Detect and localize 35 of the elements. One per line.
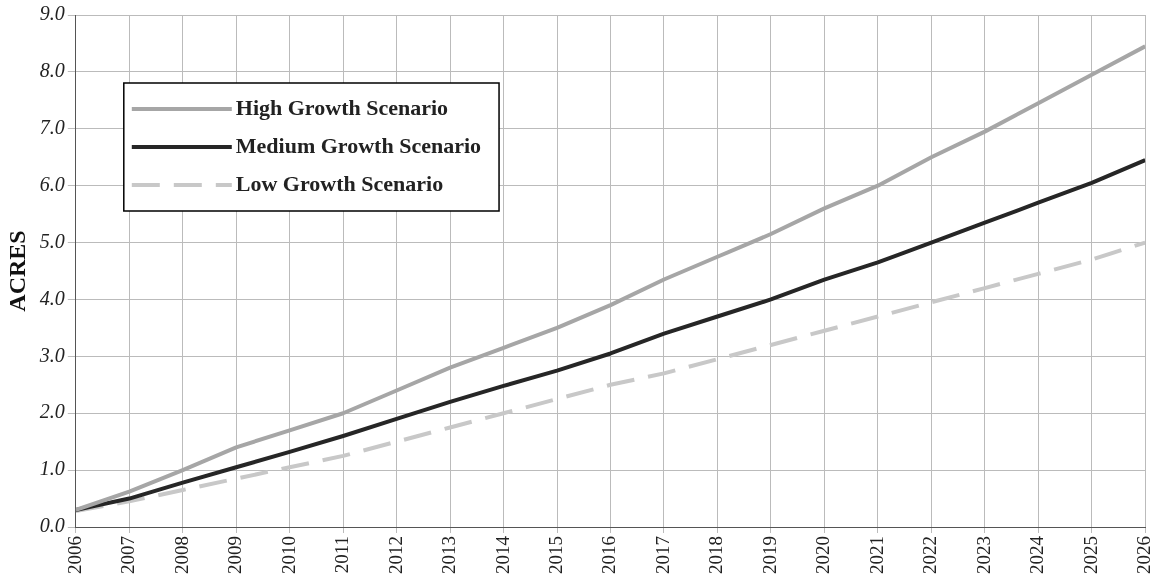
legend-label: Medium Growth Scenario xyxy=(235,132,482,158)
y-tick-label: 0.0 xyxy=(39,514,65,537)
y-tick-label: 5.0 xyxy=(39,229,65,252)
x-tick-label: 2015 xyxy=(545,536,567,574)
x-tick-label: 2022 xyxy=(919,536,941,574)
x-tick-label: 2024 xyxy=(1026,535,1048,574)
x-tick-label: 2017 xyxy=(651,536,673,574)
x-tick-label: 2021 xyxy=(865,536,887,574)
y-tick-label: 1.0 xyxy=(39,457,65,480)
x-tick-label: 2014 xyxy=(491,535,513,574)
y-tick-label: 2.0 xyxy=(39,400,65,423)
y-tick-label: 4.0 xyxy=(39,286,65,309)
x-tick-label: 2020 xyxy=(812,536,834,574)
x-tick-label: 2006 xyxy=(63,536,85,574)
legend-label: High Growth Scenario xyxy=(235,94,449,120)
x-tick-label: 2018 xyxy=(705,536,727,574)
x-tick-label: 2026 xyxy=(1133,536,1155,574)
y-tick-label: 6.0 xyxy=(39,172,65,195)
y-tick-label: 8.0 xyxy=(39,59,65,82)
x-tick-label: 2007 xyxy=(117,536,139,574)
x-tick-label: 2025 xyxy=(1079,536,1101,574)
legend-label: Low Growth Scenario xyxy=(235,170,444,196)
x-tick-label: 2010 xyxy=(277,536,299,574)
x-tick-label: 2019 xyxy=(758,536,780,574)
y-axis-title: ACRES xyxy=(3,230,30,312)
x-tick-label: 2008 xyxy=(170,536,192,574)
y-tick-label: 9.0 xyxy=(39,2,65,25)
x-tick-label: 2012 xyxy=(384,536,406,574)
y-tick-label: 7.0 xyxy=(39,116,65,139)
x-tick-label: 2013 xyxy=(438,536,460,574)
y-tick-label: 3.0 xyxy=(38,343,65,366)
x-tick-label: 2016 xyxy=(598,536,620,574)
x-tick-label: 2009 xyxy=(224,536,246,574)
x-tick-label: 2023 xyxy=(972,536,994,574)
x-tick-label: 2011 xyxy=(331,536,353,574)
